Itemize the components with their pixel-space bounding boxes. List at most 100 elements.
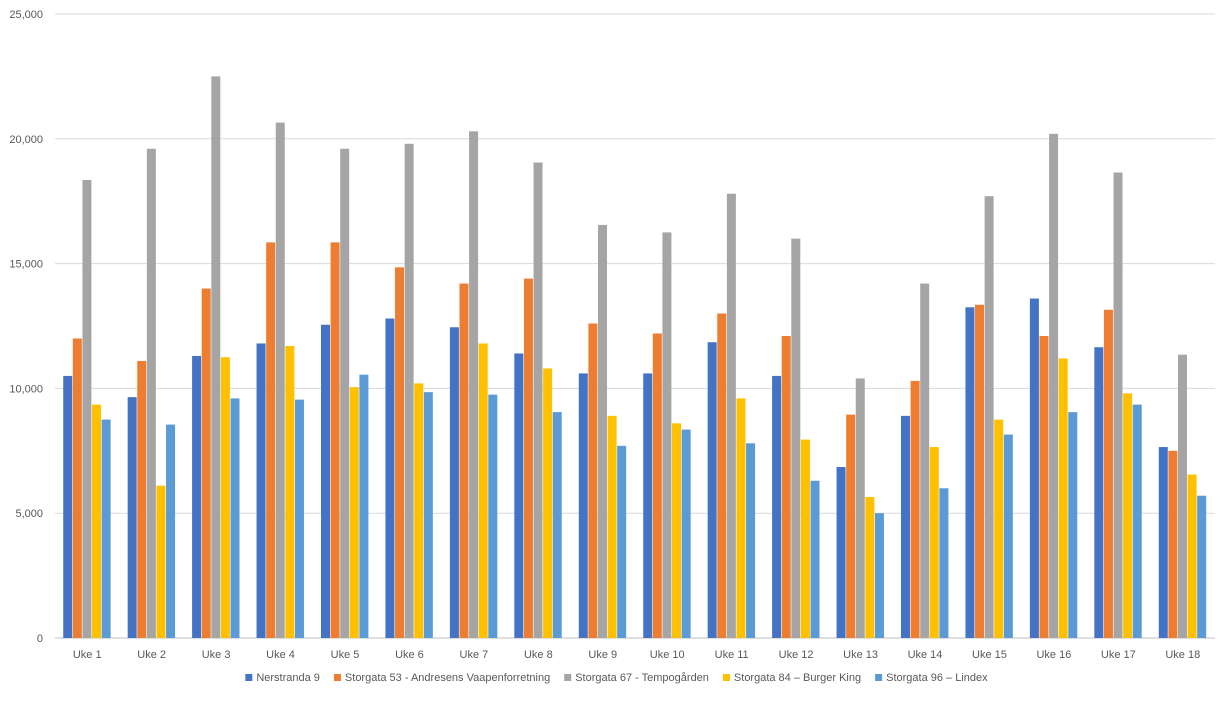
legend-swatch bbox=[722, 674, 730, 681]
y-tick-label: 5,000 bbox=[15, 508, 43, 520]
bar bbox=[1029, 298, 1039, 638]
bar bbox=[791, 238, 801, 638]
bar bbox=[717, 313, 727, 638]
bar bbox=[449, 327, 459, 638]
bar bbox=[166, 424, 176, 638]
bar bbox=[523, 278, 533, 638]
bar bbox=[478, 343, 488, 638]
bar bbox=[459, 283, 469, 638]
bar bbox=[901, 415, 910, 638]
bar bbox=[101, 419, 111, 638]
bar bbox=[514, 353, 524, 638]
bar bbox=[994, 419, 1004, 638]
legend-swatch bbox=[245, 674, 253, 681]
bar bbox=[1068, 412, 1078, 638]
bar bbox=[984, 196, 994, 638]
x-tick-label: Uke 14 bbox=[908, 649, 943, 661]
bar bbox=[726, 193, 736, 638]
bar bbox=[1094, 347, 1104, 638]
bar bbox=[340, 148, 350, 638]
bar bbox=[707, 342, 717, 638]
x-tick-label: Uke 1 bbox=[73, 649, 102, 661]
x-tick-label: Uke 10 bbox=[650, 649, 685, 661]
bar bbox=[321, 324, 330, 638]
bar bbox=[211, 76, 221, 638]
bar bbox=[1003, 434, 1013, 638]
bar bbox=[201, 288, 211, 638]
bar bbox=[1113, 172, 1123, 638]
bar bbox=[781, 335, 791, 638]
bar bbox=[1123, 393, 1133, 638]
x-tick-label: Uke 11 bbox=[715, 649, 749, 661]
bar bbox=[137, 360, 147, 638]
bar bbox=[1049, 133, 1059, 638]
bar bbox=[672, 423, 682, 638]
bar bbox=[920, 283, 930, 638]
x-tick-label: Uke 16 bbox=[1036, 649, 1071, 661]
bar bbox=[662, 232, 672, 638]
x-tick-label: Uke 18 bbox=[1165, 649, 1200, 661]
bar bbox=[652, 333, 662, 638]
bar bbox=[588, 323, 598, 638]
legend-swatch bbox=[875, 674, 883, 681]
bar bbox=[63, 375, 73, 638]
bar bbox=[1197, 495, 1207, 638]
bar bbox=[404, 143, 414, 639]
bar bbox=[1058, 358, 1068, 638]
bar bbox=[82, 179, 92, 639]
bar bbox=[256, 343, 266, 638]
bar bbox=[488, 394, 498, 638]
bar bbox=[929, 447, 939, 638]
bar bbox=[855, 378, 865, 638]
bar bbox=[1168, 450, 1178, 638]
bar bbox=[72, 338, 82, 638]
bar bbox=[414, 383, 424, 638]
y-axis-tick-labels: 0 5,000 10,000 15,000 20,000 25,000 bbox=[9, 9, 43, 645]
y-tick-label: 15,000 bbox=[9, 259, 43, 271]
legend-swatch bbox=[333, 674, 341, 681]
bar bbox=[330, 242, 340, 638]
bar bbox=[597, 224, 607, 638]
bar bbox=[746, 443, 756, 638]
legend-label: Storgata 96 – Lindex bbox=[886, 672, 988, 684]
bar bbox=[965, 307, 975, 638]
bar bbox=[266, 242, 276, 638]
bar bbox=[1187, 474, 1197, 638]
y-tick-label: 10,000 bbox=[9, 383, 43, 395]
y-tick-label: 25,000 bbox=[9, 9, 43, 21]
x-tick-label: Uke 7 bbox=[460, 649, 489, 661]
bar bbox=[294, 399, 304, 638]
legend-swatch bbox=[564, 674, 572, 681]
x-tick-label: Uke 15 bbox=[972, 649, 1007, 661]
bar bbox=[772, 375, 782, 638]
bar bbox=[275, 122, 285, 638]
bar bbox=[533, 162, 543, 638]
y-tick-label: 20,000 bbox=[9, 134, 43, 146]
bar bbox=[736, 398, 746, 638]
bar bbox=[874, 513, 884, 638]
bar bbox=[681, 429, 691, 638]
x-tick-label: Uke 4 bbox=[266, 649, 295, 661]
bar bbox=[192, 355, 202, 638]
x-tick-label: Uke 13 bbox=[843, 649, 878, 661]
bar bbox=[1039, 335, 1049, 638]
bar bbox=[285, 345, 295, 638]
bar bbox=[643, 373, 653, 638]
bars bbox=[63, 76, 1207, 639]
bar bbox=[975, 304, 985, 638]
bar bbox=[607, 415, 617, 638]
bar bbox=[1158, 447, 1168, 638]
bar bbox=[385, 318, 395, 638]
bar bbox=[395, 267, 405, 638]
bar bbox=[617, 445, 627, 638]
bar bbox=[939, 488, 949, 638]
legend-label: Storgata 67 - Tempogården bbox=[575, 672, 709, 684]
x-tick-label: Uke 3 bbox=[202, 649, 231, 661]
bar bbox=[543, 368, 553, 638]
x-tick-label: Uke 5 bbox=[331, 649, 360, 661]
bar bbox=[359, 374, 369, 638]
legend-label: Storgata 53 - Andresens Vaapenforretning bbox=[345, 672, 550, 684]
bar bbox=[146, 148, 156, 638]
